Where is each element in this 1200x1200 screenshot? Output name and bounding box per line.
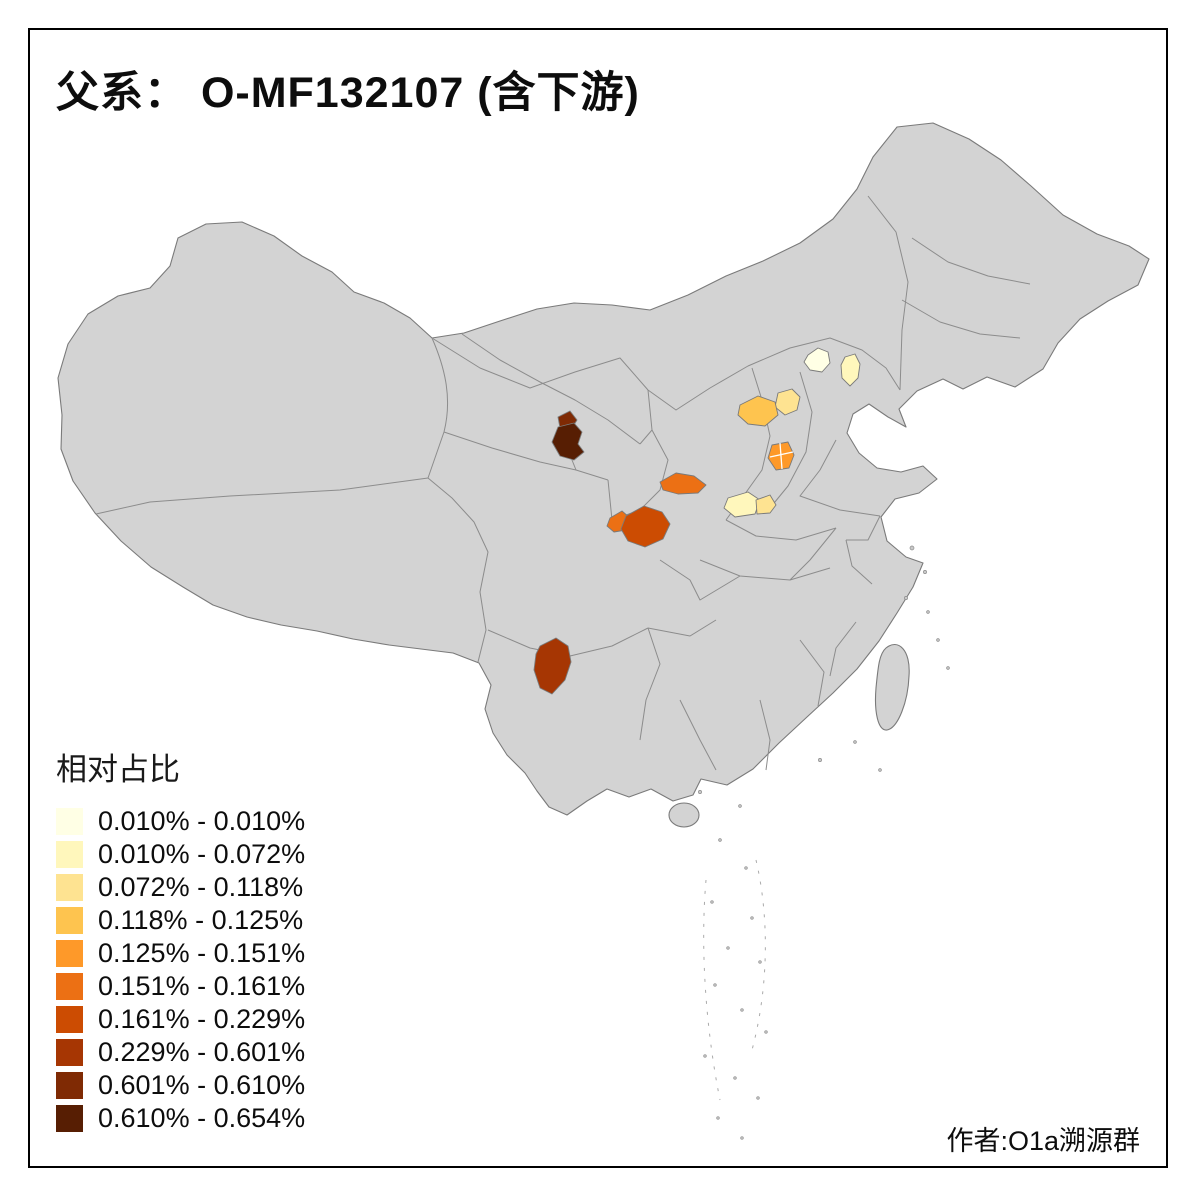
legend-item: 0.072% - 0.118% bbox=[56, 871, 305, 904]
highlighted-region bbox=[755, 494, 777, 515]
highlighted-region bbox=[659, 472, 707, 495]
sea-islands bbox=[698, 545, 950, 1140]
legend-item: 0.010% - 0.072% bbox=[56, 838, 305, 871]
legend-label: 0.610% - 0.654% bbox=[98, 1103, 306, 1133]
legend-label: 0.118% - 0.125% bbox=[98, 905, 304, 935]
legend-item: 0.229% - 0.601% bbox=[56, 1036, 305, 1069]
legend-swatch bbox=[56, 1105, 83, 1132]
legend-swatch bbox=[56, 940, 83, 967]
legend-label: 0.161% - 0.229% bbox=[98, 1004, 306, 1034]
legend-swatch bbox=[56, 1006, 83, 1033]
hainan-island bbox=[668, 802, 700, 828]
legend-swatch bbox=[56, 1072, 83, 1099]
legend-label: 0.010% - 0.072% bbox=[98, 839, 306, 869]
legend: 相对占比 0.010% - 0.010% 0.010% - 0.072% 0.0… bbox=[56, 744, 305, 1135]
legend-item: 0.151% - 0.161% bbox=[56, 970, 305, 1003]
legend-item: 0.118% - 0.125% bbox=[56, 904, 305, 937]
legend-item: 0.610% - 0.654% bbox=[56, 1102, 305, 1135]
subdistrict-lines bbox=[769, 442, 794, 470]
legend-title: 相对占比 bbox=[56, 752, 180, 787]
legend-label: 0.151% - 0.161% bbox=[98, 971, 306, 1001]
legend-item: 0.601% - 0.610% bbox=[56, 1069, 305, 1102]
legend-swatch bbox=[56, 973, 83, 1000]
highlighted-region bbox=[840, 353, 861, 387]
figure-border bbox=[28, 28, 1168, 1168]
mainland-outline bbox=[57, 122, 1150, 816]
legend-swatch bbox=[56, 907, 83, 934]
legend-item: 0.161% - 0.229% bbox=[56, 1003, 305, 1036]
taiwan-island bbox=[874, 643, 910, 731]
legend-swatch bbox=[56, 1039, 83, 1066]
legend-item: 0.125% - 0.151% bbox=[56, 937, 305, 970]
legend-swatch bbox=[56, 874, 83, 901]
highlighted-region bbox=[723, 491, 761, 518]
highlighted-region bbox=[551, 422, 585, 461]
highlighted-region bbox=[803, 347, 831, 373]
legend-label: 0.229% - 0.601% bbox=[98, 1037, 306, 1067]
page-title: 父系： O-MF132107 (含下游) bbox=[56, 69, 640, 117]
author-credit: 作者:O1a溯源群 bbox=[946, 1126, 1140, 1156]
legend-label: 0.125% - 0.151% bbox=[98, 938, 306, 968]
legend-label: 0.010% - 0.010% bbox=[98, 806, 306, 836]
legend-label: 0.601% - 0.610% bbox=[98, 1070, 306, 1100]
highlighted-region bbox=[533, 637, 572, 695]
legend-swatch bbox=[56, 841, 83, 868]
legend-label: 0.072% - 0.118% bbox=[98, 872, 304, 902]
mainland-landmass bbox=[57, 122, 1150, 828]
highlighted-region bbox=[737, 395, 779, 427]
legend-item: 0.010% - 0.010% bbox=[56, 805, 305, 838]
highlighted-regions bbox=[533, 347, 861, 695]
legend-swatch bbox=[56, 808, 83, 835]
highlighted-region bbox=[620, 505, 671, 548]
